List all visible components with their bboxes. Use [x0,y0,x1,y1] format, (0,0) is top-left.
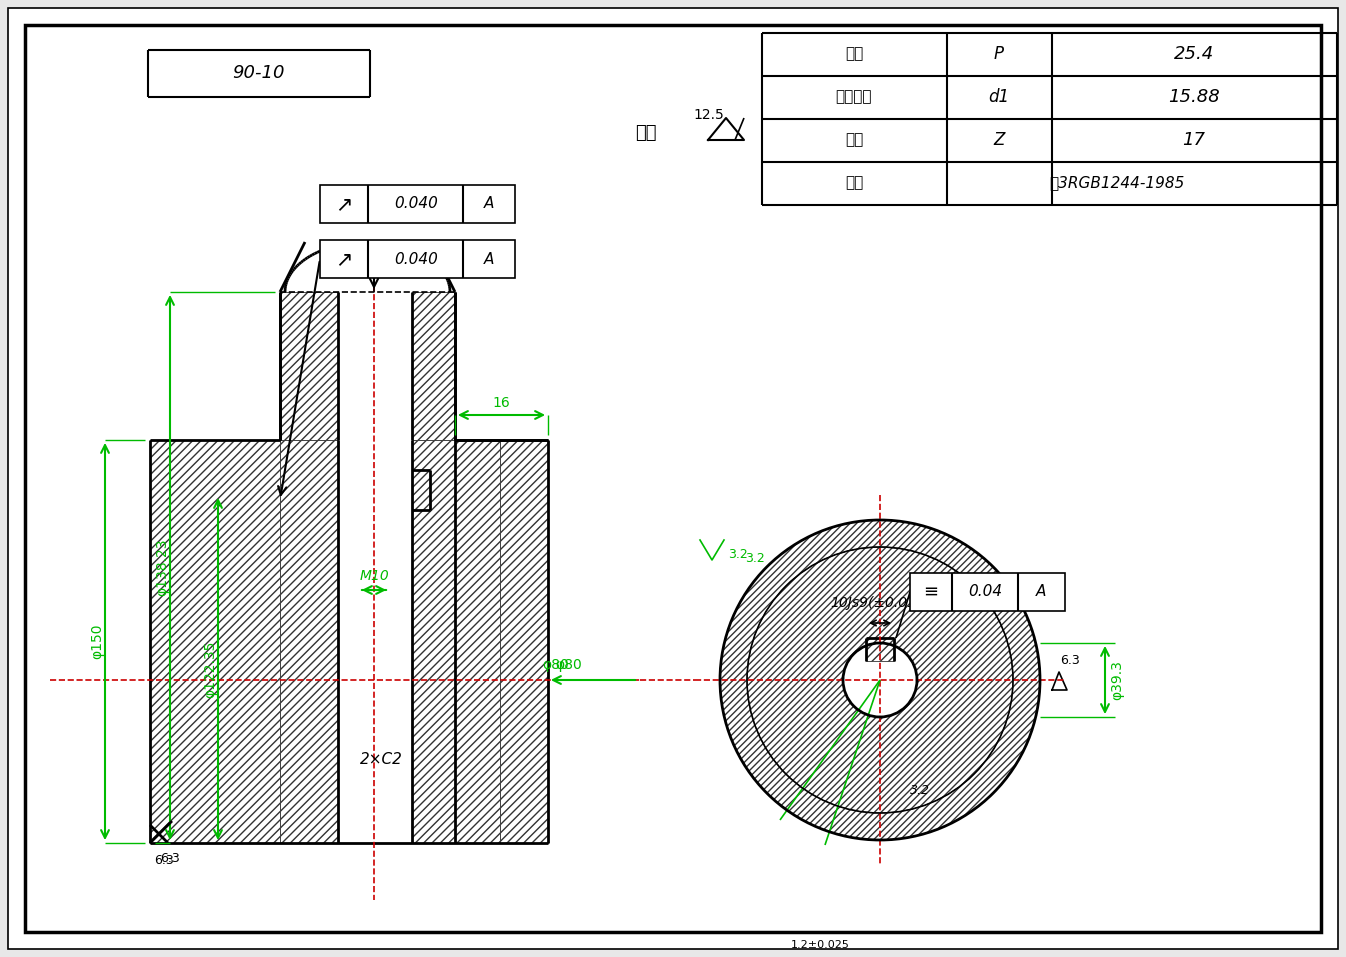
Text: M10: M10 [359,569,389,583]
Text: φ138.23: φ138.23 [155,538,170,596]
Text: 6.3: 6.3 [153,855,174,867]
Polygon shape [455,440,499,843]
Text: 3.2: 3.2 [746,551,765,565]
Text: 6.3: 6.3 [1061,654,1079,666]
Bar [910,573,1065,611]
Text: 戞3RGB1244-1985: 戞3RGB1244-1985 [1050,175,1184,190]
Text: ↗: ↗ [335,249,353,269]
Polygon shape [280,292,338,440]
Text: 0.040: 0.040 [394,252,437,266]
Text: 2×C2: 2×C2 [359,752,402,768]
Text: 其余: 其余 [635,124,657,142]
Text: P: P [993,45,1004,63]
Text: 12.5: 12.5 [693,108,724,122]
Text: A: A [483,196,494,211]
Text: φ80: φ80 [555,658,581,672]
Text: 3.2: 3.2 [910,784,930,796]
Text: 15.88: 15.88 [1168,88,1219,106]
Text: 齿数: 齿数 [845,132,863,147]
Text: ↗: ↗ [335,194,353,214]
Polygon shape [412,440,455,843]
Polygon shape [280,440,338,843]
Polygon shape [149,440,280,843]
Text: A: A [483,252,494,266]
Text: 1.2±0.025: 1.2±0.025 [790,940,849,950]
Text: 滚子直径: 滚子直径 [836,90,872,104]
Text: 16: 16 [493,396,510,410]
Text: 17: 17 [1183,131,1206,149]
Bar [320,185,516,223]
Text: 3.2: 3.2 [728,548,748,562]
Text: A: A [1036,585,1046,599]
Text: ≡: ≡ [923,583,938,601]
Text: 10Js9(±0.018): 10Js9(±0.018) [830,596,930,610]
Text: φ80: φ80 [542,658,569,672]
Text: φ122.35: φ122.35 [203,640,217,698]
Text: 节距: 节距 [845,47,863,61]
Bar [320,240,516,278]
Text: φ150: φ150 [90,623,104,658]
Text: 25.4: 25.4 [1174,45,1214,63]
Text: Z: Z [993,131,1004,149]
Polygon shape [412,292,455,440]
Text: 齿型: 齿型 [845,175,863,190]
Text: 6.3: 6.3 [160,852,180,864]
Polygon shape [499,440,548,843]
Text: d1: d1 [988,88,1010,106]
Text: 90-10: 90-10 [232,64,284,82]
Text: φ39.3: φ39.3 [1110,660,1124,700]
Text: 0.040: 0.040 [394,196,437,211]
Polygon shape [865,638,894,661]
Text: 0.04: 0.04 [968,585,1001,599]
